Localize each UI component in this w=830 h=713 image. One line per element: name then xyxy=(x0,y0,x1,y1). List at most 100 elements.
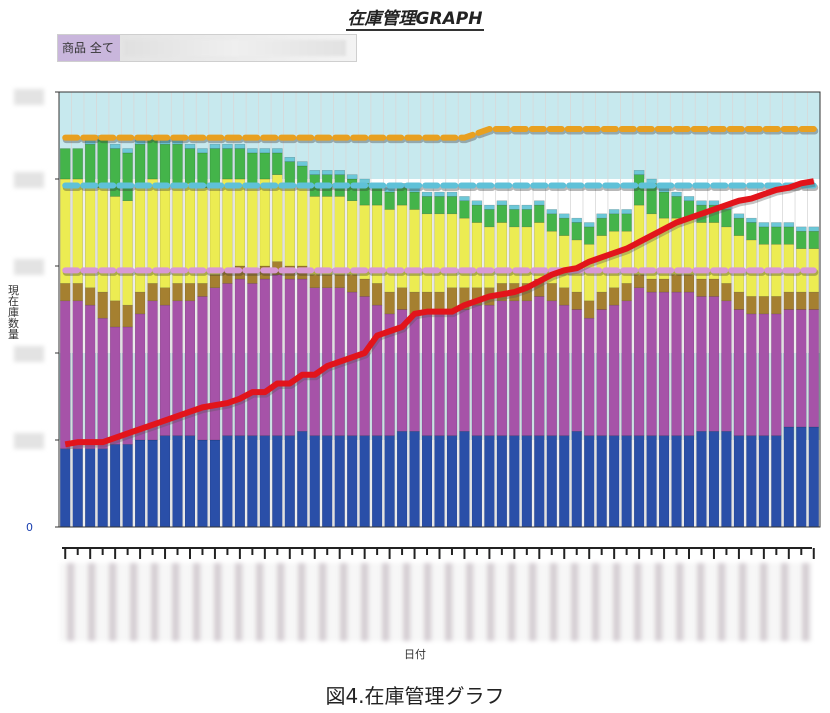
bar-segment-s0 xyxy=(284,435,296,528)
bar-segment-s0 xyxy=(159,435,171,528)
bar-segment-s5 xyxy=(696,200,707,206)
bar-segment-s3 xyxy=(134,187,146,293)
bar-segment-s4 xyxy=(434,196,445,215)
bar-segment-s1 xyxy=(633,287,645,436)
bar-segment-s5 xyxy=(122,148,133,154)
bar-segment-s2 xyxy=(346,274,358,293)
bar-segment-s5 xyxy=(459,196,470,201)
bar-segment-s3 xyxy=(284,183,296,267)
bar-segment-s5 xyxy=(596,213,607,219)
bar-segment-s5 xyxy=(272,148,283,154)
bar-segment-s2 xyxy=(209,274,221,289)
bar-segment-s4 xyxy=(284,161,296,184)
bar-segment-s2 xyxy=(172,283,183,302)
bar-segment-s5 xyxy=(197,148,208,154)
bar-segment-s1 xyxy=(783,309,795,428)
bar-segment-s0 xyxy=(409,431,420,528)
bar-segment-s2 xyxy=(758,296,770,315)
bar-segment-s3 xyxy=(596,235,607,293)
bar-segment-s1 xyxy=(359,296,370,436)
bar-segment-s2 xyxy=(446,287,458,310)
bar-segment-s5 xyxy=(783,222,795,228)
bar-segment-s4 xyxy=(534,204,545,223)
bar-segment-s5 xyxy=(446,191,458,197)
bar-segment-s0 xyxy=(783,426,795,528)
bar-segment-s0 xyxy=(658,435,670,528)
bar-segment-s4 xyxy=(733,217,745,236)
bar-segment-s0 xyxy=(72,448,83,528)
bar-segment-s5 xyxy=(708,200,720,206)
bar-segment-s1 xyxy=(621,300,632,436)
bar-segment-s2 xyxy=(783,291,795,310)
bar-segment-s1 xyxy=(696,296,707,432)
bar-segment-s2 xyxy=(384,291,395,315)
bar-segment-s5 xyxy=(309,170,320,175)
bar-segment-s0 xyxy=(209,439,221,528)
bar-segment-s0 xyxy=(259,435,271,528)
bar-segment-s0 xyxy=(546,435,558,528)
bar-segment-s4 xyxy=(147,139,158,180)
bar-segment-s0 xyxy=(321,435,333,528)
bar-segment-s4 xyxy=(97,139,108,188)
bar-segment-s0 xyxy=(197,439,208,528)
bar-segment-s5 xyxy=(746,217,757,223)
bar-segment-s4 xyxy=(546,213,558,232)
bar-segment-s5 xyxy=(471,200,483,206)
bar-segment-s0 xyxy=(721,431,732,528)
bar-segment-s1 xyxy=(109,326,121,445)
bar-segment-s1 xyxy=(646,291,657,436)
bar-segment-s3 xyxy=(521,226,533,284)
bar-segment-s3 xyxy=(334,196,345,275)
bar-segment-s3 xyxy=(97,187,108,293)
bar-segment-s5 xyxy=(808,226,820,232)
bar-segment-s3 xyxy=(309,196,320,275)
bar-segment-s3 xyxy=(371,204,383,284)
bar-segment-s1 xyxy=(758,313,770,436)
bar-segment-s0 xyxy=(521,435,533,528)
bar-segment-s4 xyxy=(509,209,520,228)
bar-segment-s2 xyxy=(646,278,657,293)
bar-segment-s4 xyxy=(808,230,820,249)
bar-segment-s2 xyxy=(583,300,595,319)
bar-segment-s4 xyxy=(84,143,96,184)
bar-segment-s2 xyxy=(97,291,108,319)
bar-segment-s3 xyxy=(222,178,233,271)
bar-segment-s4 xyxy=(409,191,420,210)
bar-segment-s4 xyxy=(184,148,196,184)
bar-segment-s5 xyxy=(434,191,445,197)
bar-segment-s0 xyxy=(122,444,133,528)
bar-segment-s0 xyxy=(484,435,495,528)
x-axis-label: 日付 xyxy=(404,648,426,661)
bar-segment-s1 xyxy=(484,304,495,436)
bar-segment-s2 xyxy=(122,304,133,328)
y-tick-label-blurred xyxy=(14,89,44,105)
bar-segment-s5 xyxy=(496,200,508,206)
bar-segment-s5 xyxy=(259,148,271,154)
bar-segment-s3 xyxy=(234,178,246,267)
bar-segment-s5 xyxy=(608,209,620,215)
bar-segment-s0 xyxy=(646,435,657,528)
bar-segment-s5 xyxy=(222,143,233,149)
bar-segment-s1 xyxy=(559,304,570,436)
bar-segment-s2 xyxy=(72,283,83,302)
bar-segment-s1 xyxy=(471,304,483,436)
chart-title-text: 在庫管理GRAPH xyxy=(345,9,485,31)
bar-segment-s1 xyxy=(147,300,158,441)
bar-segment-s4 xyxy=(571,222,582,241)
bar-segment-s1 xyxy=(509,300,520,436)
bar-segment-s3 xyxy=(346,200,358,275)
bar-segment-s0 xyxy=(84,448,96,528)
bar-segment-s3 xyxy=(396,204,408,289)
bar-segment-s4 xyxy=(72,148,83,180)
bar-segment-s5 xyxy=(621,209,632,215)
product-filter[interactable]: 商品 全て xyxy=(57,34,357,62)
bar-segment-s3 xyxy=(733,235,745,293)
bar-segment-s0 xyxy=(471,435,483,528)
bar-segment-s5 xyxy=(346,174,358,180)
filter-value-blurred[interactable] xyxy=(124,40,346,56)
bar-segment-s0 xyxy=(384,435,395,528)
bar-segment-s2 xyxy=(733,291,745,310)
bar-segment-s5 xyxy=(796,226,807,232)
bar-segment-s4 xyxy=(583,226,595,245)
bar-segment-s0 xyxy=(346,435,358,528)
